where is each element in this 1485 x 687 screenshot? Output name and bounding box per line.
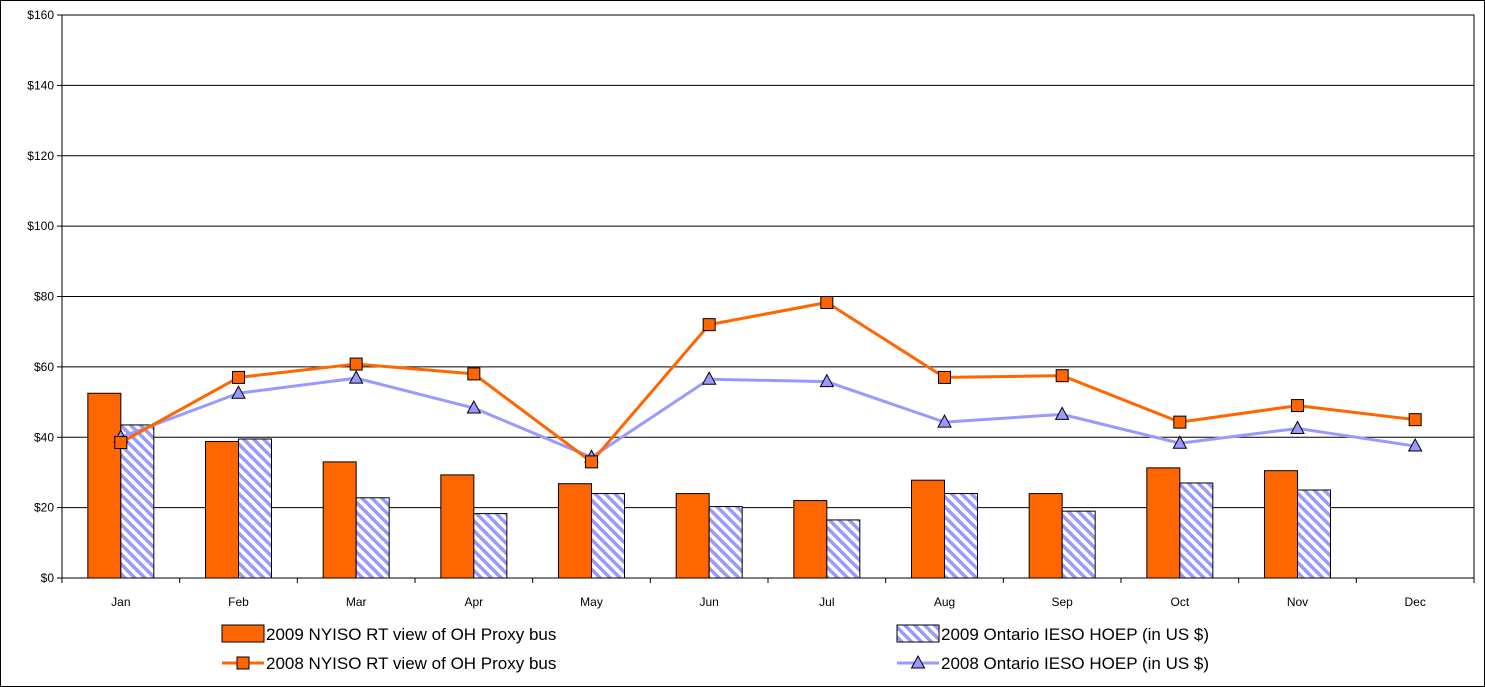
bar: [1028, 493, 1063, 579]
line-marker-triangle: [231, 385, 246, 399]
bar: [1061, 510, 1096, 579]
bar: [708, 506, 743, 579]
series-line: [120, 376, 1416, 459]
y-tick-label: $80: [34, 290, 54, 304]
y-tick-label: $140: [27, 78, 54, 92]
x-tick-label: Feb: [228, 595, 249, 609]
line-marker-square: [1291, 399, 1304, 413]
x-tick-label: May: [580, 595, 603, 609]
bar: [1297, 489, 1331, 579]
y-tick-label: $60: [34, 360, 54, 374]
line-marker-triangle: [701, 371, 717, 385]
legend: 2009 NYISO RT view of OH Proxy bus 2009 O…: [221, 624, 1209, 673]
bar: [826, 519, 861, 579]
line-marker-square: [1408, 413, 1422, 427]
y-tick-label: $0: [41, 571, 55, 585]
legend-swatch: [221, 624, 265, 643]
line-marker-square: [467, 367, 481, 381]
bar: [1179, 482, 1214, 579]
x-tick-label: Jul: [819, 595, 834, 609]
bar: [440, 474, 475, 579]
line-marker-triangle: [466, 399, 482, 414]
line-marker-triangle: [1172, 435, 1188, 449]
bar: [675, 493, 710, 579]
line-marker-square: [1173, 415, 1187, 429]
bar: [591, 493, 625, 579]
line-marker-triangle: [348, 370, 364, 384]
legend-label: 2009 NYISO RT view of OH Proxy bus: [266, 625, 556, 644]
bars: [87, 392, 1331, 579]
bar: [87, 392, 122, 579]
x-tick-label: Nov: [1287, 595, 1308, 609]
line-marker-triangle: [1407, 437, 1423, 452]
bar: [205, 440, 239, 579]
y-tick-label: $160: [27, 8, 54, 22]
line-marker-square: [585, 455, 598, 469]
line-marker-triangle: [819, 373, 835, 388]
line-marker-triangle: [937, 414, 952, 428]
bar: [911, 479, 945, 579]
line-marker-square: [702, 318, 716, 332]
x-tick-label: Sep: [1051, 595, 1073, 609]
bar: [1264, 470, 1298, 579]
y-tick-label: $20: [34, 501, 54, 515]
bar: [473, 513, 508, 579]
x-tick-label: Aug: [934, 595, 955, 609]
axes: $0 $20 $40 $60 $80 $100 $120 $140 $160 Jan Feb Mar A…: [27, 8, 1475, 609]
legend-label: 2008 NYISO RT view of OH Proxy bus: [266, 654, 556, 673]
y-tick-label: $100: [27, 219, 54, 233]
legend-entry: 2009 NYISO RT view of OH Proxy bus: [221, 624, 556, 644]
bar: [1146, 467, 1181, 579]
line-marker-triangle: [1290, 420, 1305, 434]
line-marker-triangle: [1054, 406, 1070, 420]
x-tick-label: Dec: [1404, 595, 1425, 609]
x-tick-label: Jun: [699, 595, 718, 609]
line-marker-square: [820, 295, 834, 309]
bar: [558, 483, 592, 579]
legend-label: 2009 Ontario IESO HOEP (in US $): [941, 625, 1209, 644]
line-marker-square: [114, 436, 128, 450]
lines: [113, 295, 1423, 469]
bar: [322, 461, 357, 579]
bar: [355, 497, 390, 579]
legend-entry: 2008 NYISO RT view of OH Proxy bus: [222, 654, 556, 673]
y-tick-label: $40: [34, 430, 54, 444]
legend-entry: 2008 Ontario IESO HOEP (in US $): [897, 654, 1209, 673]
line-marker-square: [1055, 369, 1069, 383]
line-marker-triangle: [910, 654, 926, 669]
x-tick-label: Apr: [464, 595, 483, 609]
series-line: [120, 300, 1416, 464]
bar: [120, 424, 155, 579]
x-tick-label: Oct: [1170, 595, 1189, 609]
bar: [944, 493, 978, 579]
line-marker-square: [236, 656, 250, 670]
x-tick-label: Mar: [346, 595, 367, 609]
bar: [793, 500, 828, 579]
legend-label: 2008 Ontario IESO HOEP (in US $): [941, 654, 1209, 673]
x-tick-label: Jan: [111, 595, 130, 609]
line-marker-square: [349, 357, 363, 371]
legend-entry: 2009 Ontario IESO HOEP (in US $): [896, 624, 1209, 644]
legend-swatch: [896, 624, 940, 643]
line-marker-square: [938, 370, 951, 384]
bar: [238, 438, 272, 579]
line-marker-square: [232, 370, 245, 384]
y-tick-label: $120: [27, 149, 54, 163]
